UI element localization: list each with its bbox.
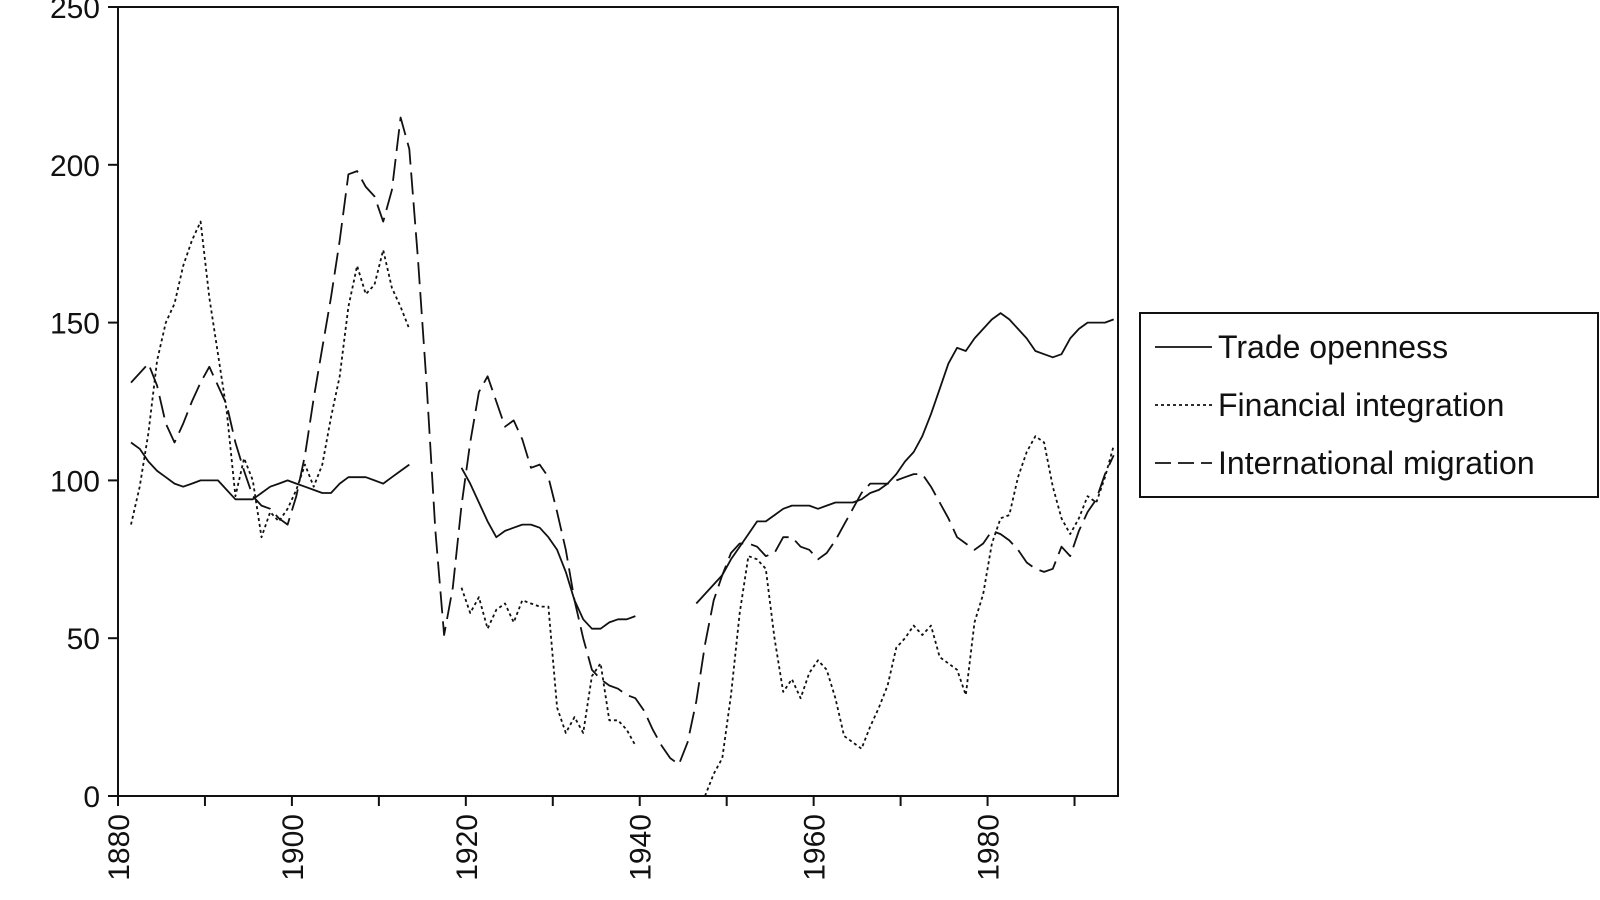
x-tick-label: 1900 bbox=[277, 814, 310, 881]
y-tick-label: 0 bbox=[83, 781, 100, 814]
axes-layer: 0 50 100 150 200 250 1880 1900 1920 1940 1960 1980 bbox=[50, 0, 1076, 881]
plot-frame bbox=[117, 6, 1119, 797]
legend-label: Trade openness bbox=[1218, 329, 1448, 365]
y-tick-label: 150 bbox=[50, 308, 100, 341]
legend-label: International migration bbox=[1218, 445, 1535, 481]
series-line bbox=[130, 116, 1115, 766]
y-tick-label: 100 bbox=[50, 465, 100, 498]
series-line bbox=[704, 435, 1115, 797]
y-tick-label: 250 bbox=[50, 0, 100, 25]
x-tick-label: 1960 bbox=[799, 814, 832, 881]
series-line bbox=[460, 587, 637, 746]
y-tick-label: 200 bbox=[50, 150, 100, 183]
legend-box bbox=[1139, 312, 1599, 498]
series-line bbox=[695, 312, 1115, 605]
legend: Trade openness Financial integration Inter… bbox=[1139, 312, 1599, 498]
series-trade-openness bbox=[130, 312, 1115, 630]
x-tick-label: 1880 bbox=[103, 814, 136, 881]
series-line bbox=[130, 441, 410, 501]
x-tick-label: 1980 bbox=[973, 814, 1006, 881]
x-tick-label: 1920 bbox=[451, 814, 484, 881]
series-international-migration bbox=[130, 116, 1115, 766]
series-line bbox=[130, 220, 411, 539]
x-tick-label: 1940 bbox=[625, 814, 658, 881]
legend-label: Financial integration bbox=[1218, 387, 1504, 423]
series-financial-integration bbox=[130, 220, 1115, 797]
series-layer bbox=[130, 116, 1115, 797]
plot-border bbox=[117, 6, 1119, 797]
series-line bbox=[460, 467, 636, 630]
y-tick-label: 50 bbox=[67, 623, 100, 656]
